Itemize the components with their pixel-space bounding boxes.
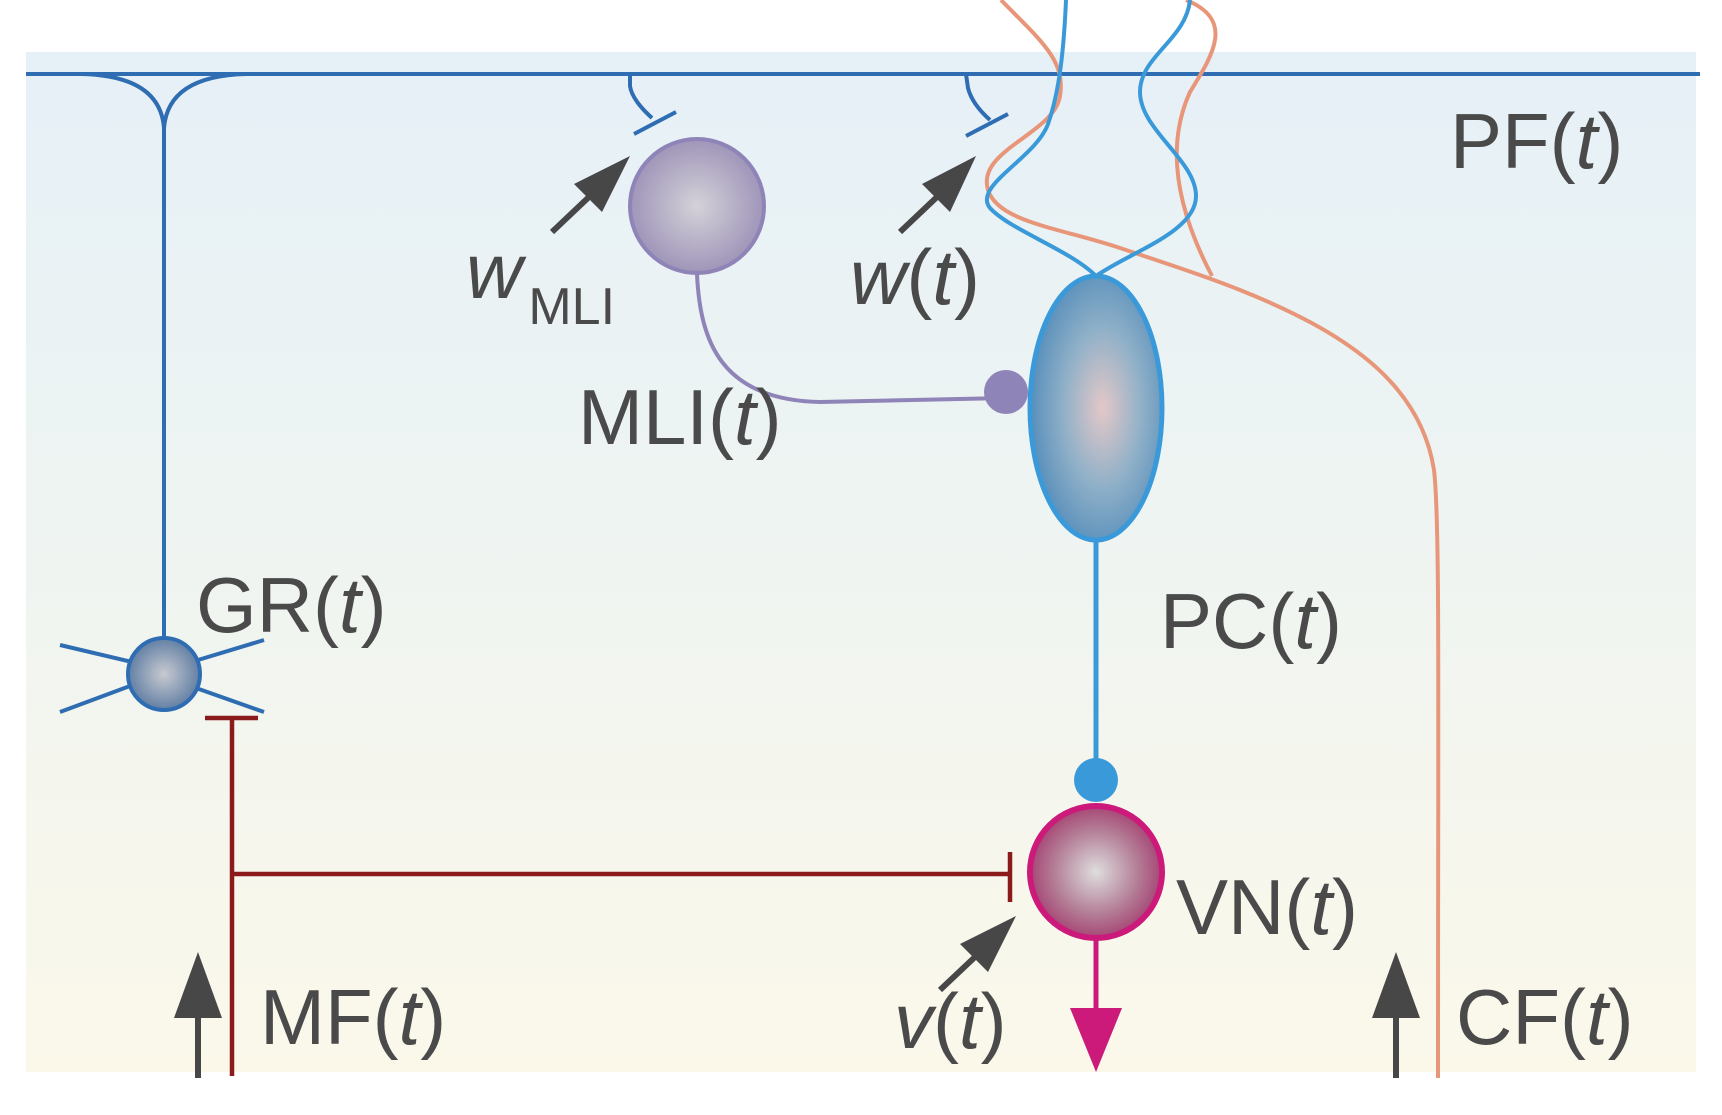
label-w-mli: w MLI [466, 227, 615, 336]
mli-axon [695, 273, 1007, 405]
cf-up-arrow-icon [1372, 952, 1420, 1078]
purkinje-dendrites [985, 0, 1199, 278]
label-mli: MLI(t) [578, 373, 782, 461]
granule-cell-body [126, 636, 202, 712]
w-mli-diagonal-arrow-icon [549, 156, 630, 235]
mli-pc-synapse [984, 370, 1028, 414]
label-vn: VN(t) [1176, 863, 1358, 951]
label-mf: MF(t) [260, 973, 446, 1061]
label-pc: PC(t) [1160, 577, 1342, 665]
label-v: v(t) [894, 977, 1007, 1065]
pc-vn-synapse [1074, 758, 1118, 802]
label-cf: CF(t) [1456, 973, 1634, 1061]
granule-cell-dendrites [59, 638, 265, 714]
v-diagonal-arrow-icon [937, 916, 1016, 993]
background-panel [26, 52, 1696, 1072]
label-w: w(t) [850, 233, 980, 321]
vestibular-nucleus-cell [1027, 803, 1165, 941]
mossy-fiber [205, 715, 1013, 1076]
label-pf: PF(t) [1450, 97, 1623, 185]
purkinje-cell-body [1027, 273, 1165, 543]
pf-pc-synapse [964, 73, 1009, 138]
granule-cell-axon [81, 72, 247, 648]
w-diagonal-arrow-icon [897, 156, 976, 235]
pf-mli-synapse [628, 74, 677, 136]
mf-up-arrow-icon [174, 952, 222, 1078]
mli-cell-body [628, 137, 766, 275]
label-gr: GR(t) [196, 561, 387, 649]
down-arrow-icon [1070, 1008, 1122, 1072]
